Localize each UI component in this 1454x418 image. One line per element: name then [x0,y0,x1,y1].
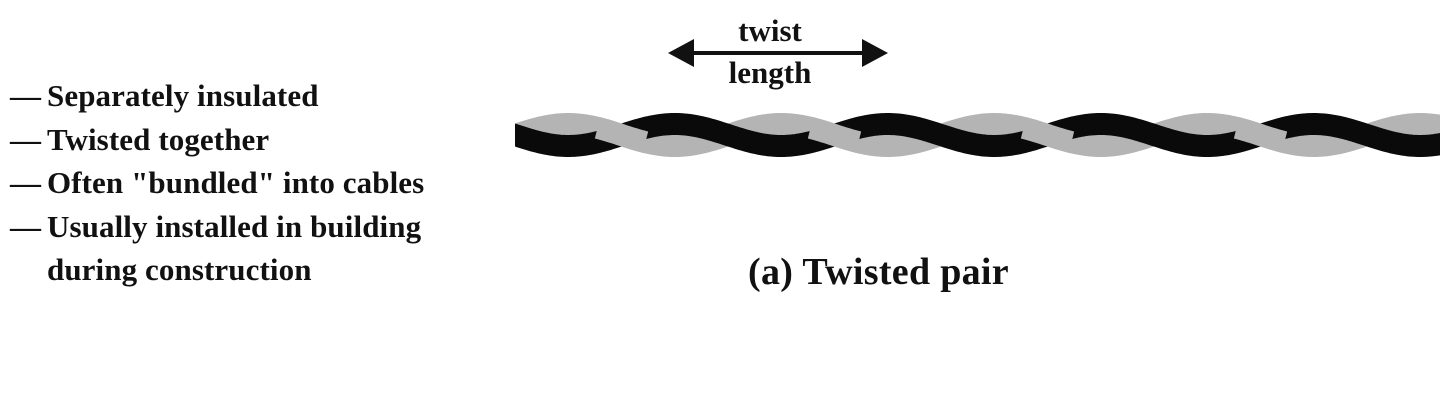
light-wire [515,112,1440,158]
light-wire-crossings [594,117,1454,153]
light-wire-crossing [1450,128,1454,142]
double-headed-arrow-icon [668,39,888,67]
feature-text: Often "bundled" into cables [47,165,425,200]
dash-bullet: — [10,121,42,157]
dash-bullet: — [10,165,42,200]
feature-item: — Twisted together [10,118,424,162]
dash-bullet: — [10,78,42,113]
light-wire-crossing [594,117,649,153]
dash-bullet: — [10,208,42,244]
feature-item: — Usually installed in building during c… [10,205,424,292]
feature-item: — Separately insulated [10,74,424,118]
feature-item: — Often "bundled" into cables [10,161,424,205]
figure-caption: (a) Twisted pair [748,251,1009,293]
feature-text: Twisted together [47,121,270,157]
twist-length-label-line2: length [728,55,812,90]
dark-wire [515,112,1440,158]
feature-text: Usually installed in building during con… [47,208,422,288]
light-wire-crossing [807,117,862,153]
feature-text: Separately insulated [47,78,319,113]
feature-list: — Separately insulated — Twisted togethe… [10,74,424,292]
light-wire-crossing [1020,117,1075,153]
twisted-wire-pair [515,112,1454,158]
twist-length-label-line1: twist [738,13,802,48]
light-wire-crossing [1233,117,1288,153]
